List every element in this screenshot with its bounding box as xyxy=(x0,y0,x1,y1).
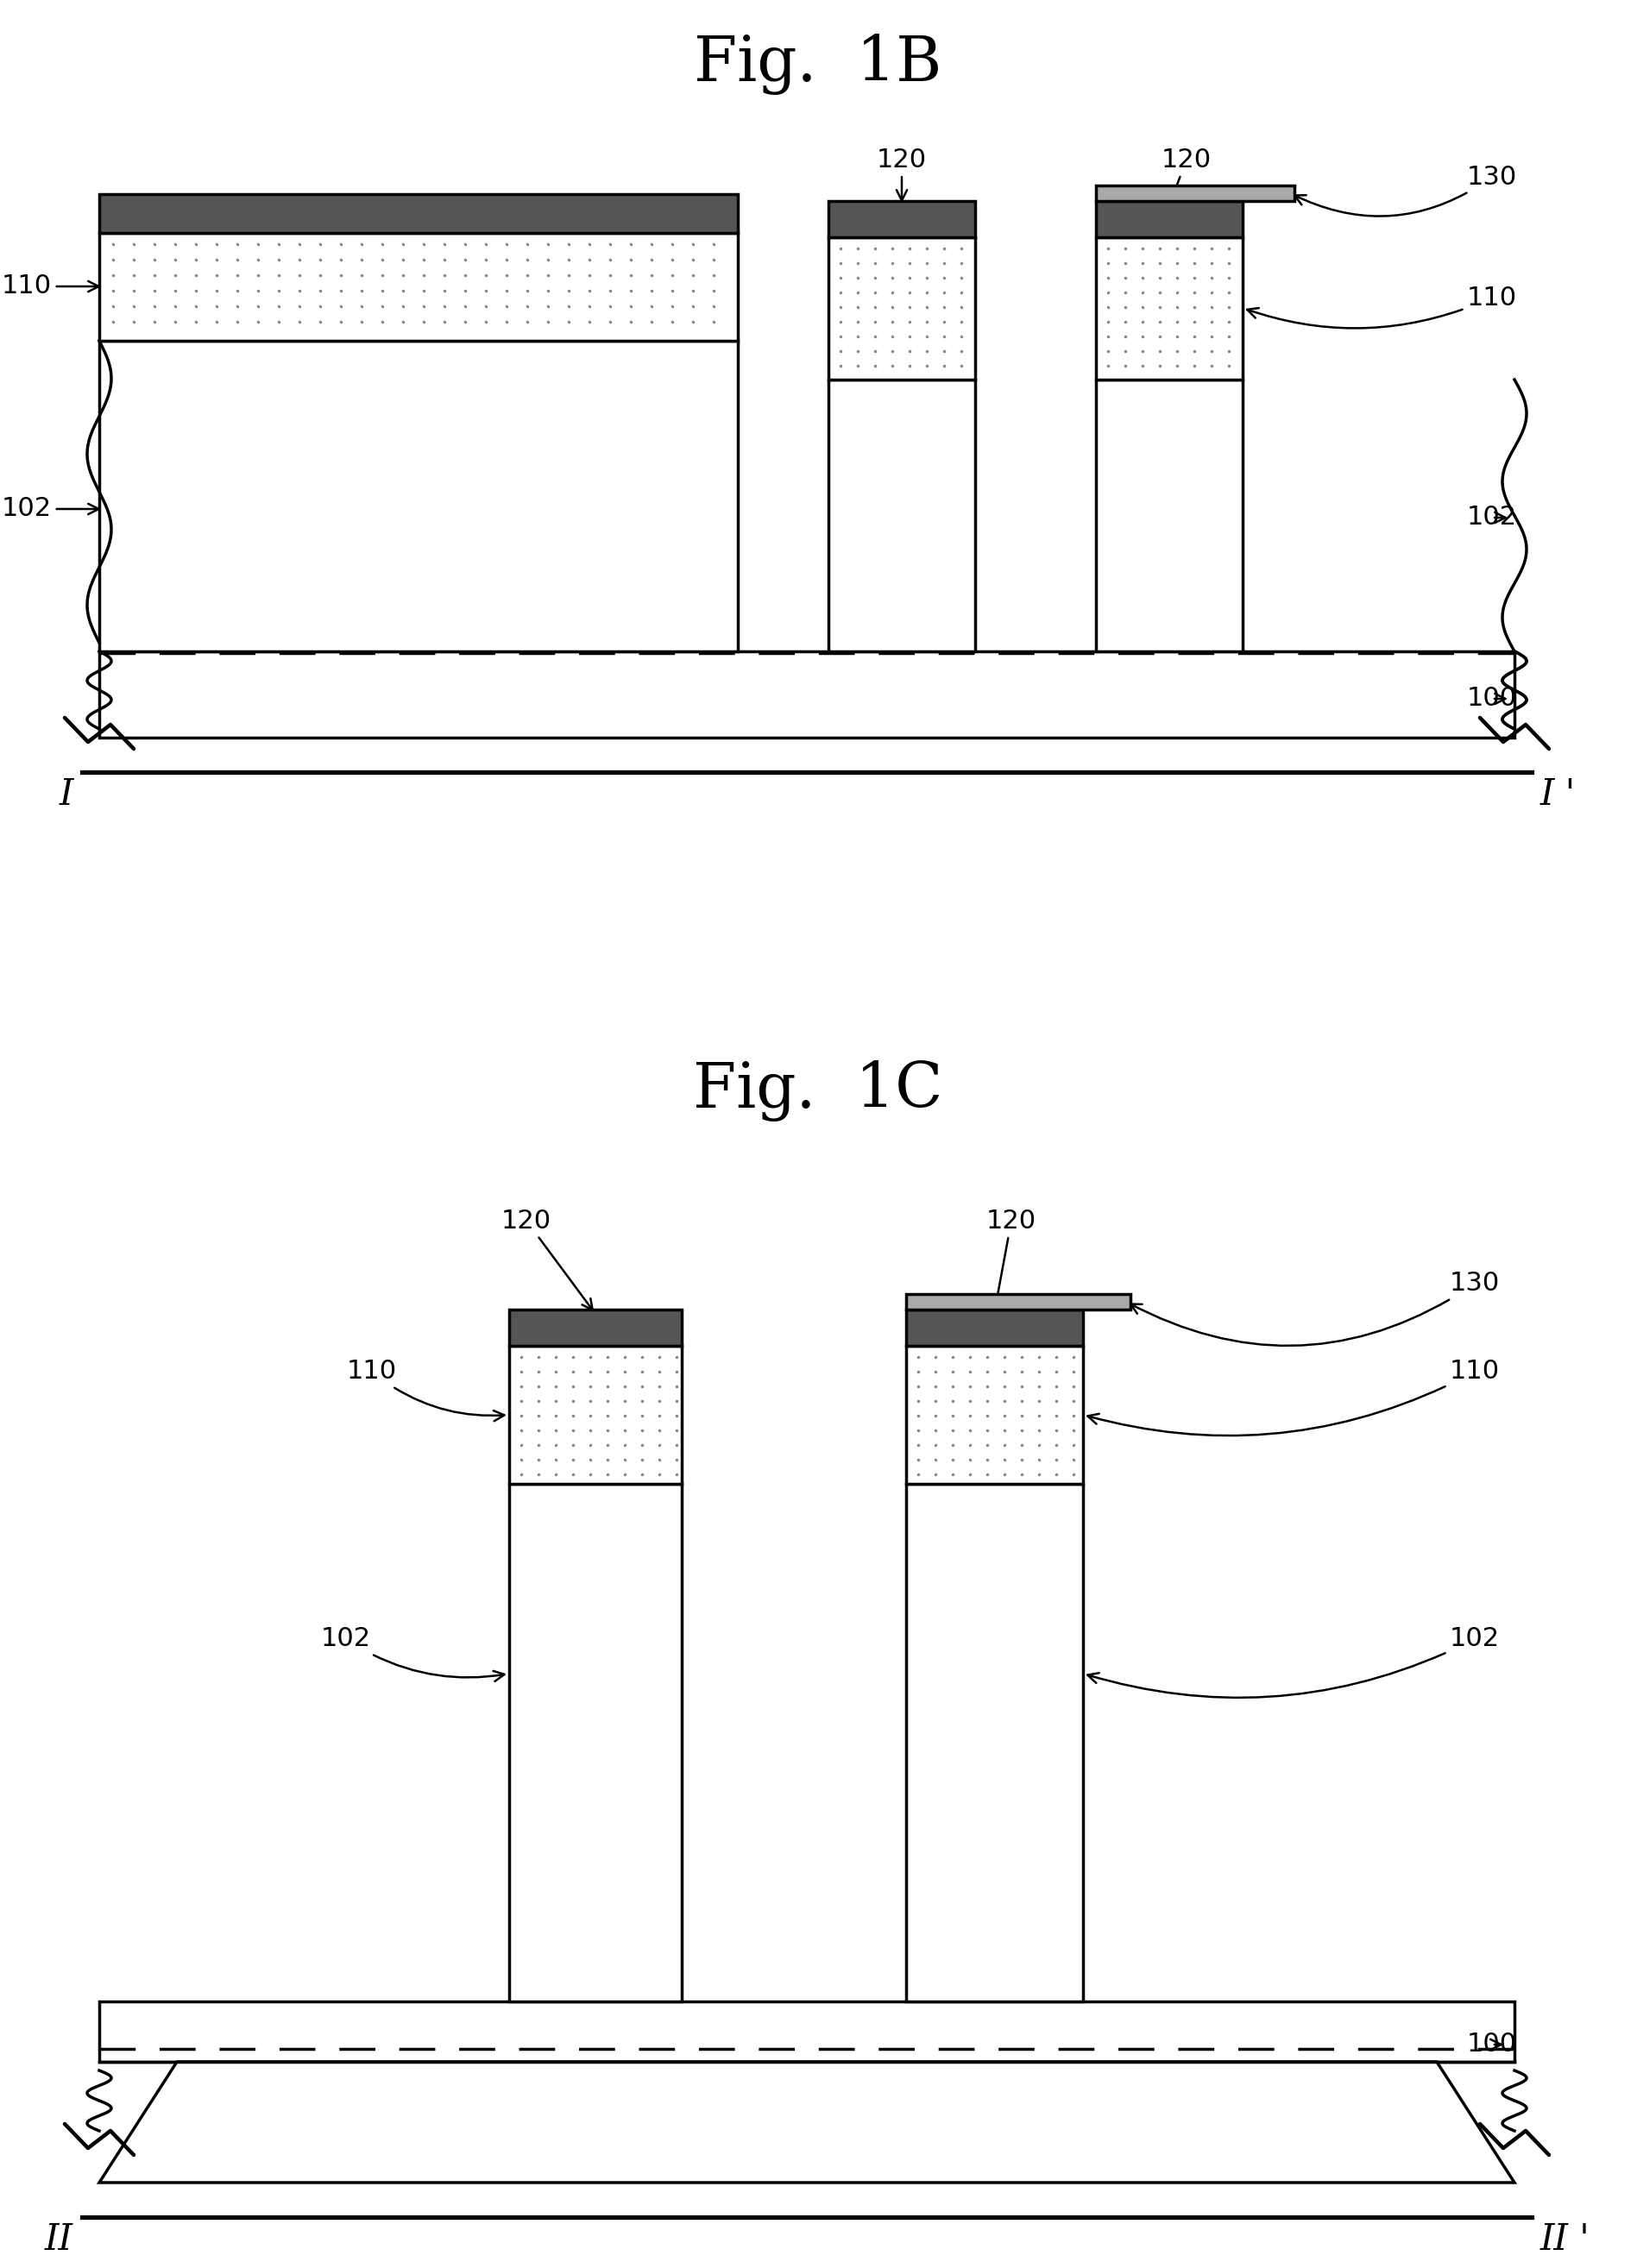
Text: 102: 102 xyxy=(2,497,98,522)
Text: 110: 110 xyxy=(1247,286,1517,329)
Bar xyxy=(907,1483,1084,2000)
Text: Fig.  1C: Fig. 1C xyxy=(692,1061,943,1123)
Text: 120: 120 xyxy=(877,147,927,200)
Text: II: II xyxy=(44,2220,74,2257)
Bar xyxy=(907,1309,1084,1345)
Text: 130: 130 xyxy=(1295,163,1517,215)
Text: 100: 100 xyxy=(1467,687,1517,712)
Text: 102: 102 xyxy=(1467,506,1517,531)
Text: II ': II ' xyxy=(1540,2220,1590,2257)
Text: 120: 120 xyxy=(501,1209,593,1311)
Bar xyxy=(100,234,738,340)
Bar xyxy=(828,238,976,379)
Bar xyxy=(1095,238,1242,379)
Text: 100: 100 xyxy=(1467,2032,1517,2057)
Text: 110: 110 xyxy=(1087,1359,1499,1436)
Text: I ': I ' xyxy=(1540,776,1576,812)
Bar xyxy=(828,379,976,651)
Bar xyxy=(509,1345,681,1483)
Polygon shape xyxy=(100,2062,1514,2182)
Text: 102: 102 xyxy=(321,1626,504,1681)
Bar xyxy=(1095,202,1242,238)
Bar xyxy=(100,2000,1514,2062)
Bar xyxy=(509,1483,681,2000)
Bar xyxy=(907,1345,1084,1483)
Text: 110: 110 xyxy=(2,274,98,299)
Bar xyxy=(1095,379,1242,651)
Text: I: I xyxy=(59,776,74,812)
Bar xyxy=(100,195,738,234)
Bar xyxy=(907,1295,1131,1309)
Text: 120: 120 xyxy=(985,1209,1036,1309)
Text: Fig.  1B: Fig. 1B xyxy=(694,34,941,95)
Bar xyxy=(100,651,1514,737)
Text: 130: 130 xyxy=(1131,1270,1499,1345)
Bar xyxy=(100,340,738,651)
Text: 102: 102 xyxy=(1087,1626,1499,1699)
Bar xyxy=(509,1309,681,1345)
Text: 120: 120 xyxy=(1162,147,1211,202)
Text: 110: 110 xyxy=(347,1359,504,1422)
Bar xyxy=(828,202,976,238)
Bar xyxy=(1095,186,1295,202)
